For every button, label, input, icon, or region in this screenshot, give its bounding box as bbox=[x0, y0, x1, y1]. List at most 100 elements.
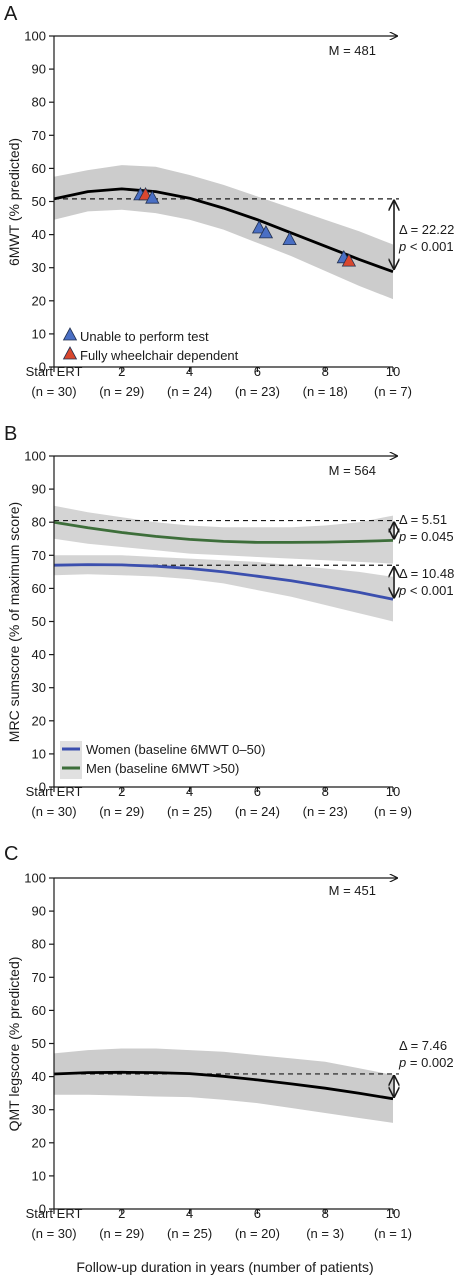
panel-label: C bbox=[4, 843, 18, 865]
m-label: M = 451 bbox=[329, 883, 376, 898]
x-tick-n-label: (n = 29) bbox=[99, 384, 144, 399]
x-tick-label: 6 bbox=[254, 364, 261, 379]
y-tick-label: 40 bbox=[32, 647, 46, 662]
x-tick-n-label: (n = 30) bbox=[31, 1226, 76, 1241]
y-tick-label: 50 bbox=[32, 614, 46, 629]
plot-area bbox=[49, 36, 399, 372]
series-line-1 bbox=[53, 563, 394, 601]
x-tick-label: 8 bbox=[322, 1206, 329, 1221]
x-tick-label: Start ERT bbox=[26, 1206, 83, 1221]
ci-band-1 bbox=[54, 555, 393, 622]
delta-label-men: Δ = 5.51 bbox=[399, 512, 447, 527]
x-tick-n-label: (n = 24) bbox=[167, 384, 212, 399]
p-value: < 0.001 bbox=[410, 583, 454, 598]
x-tick-label: 4 bbox=[186, 1206, 193, 1221]
y-tick-label: 10 bbox=[32, 746, 46, 761]
x-tick-n-label: (n = 1) bbox=[374, 1226, 412, 1241]
m-label: M = 564 bbox=[329, 463, 376, 478]
y-tick-label: 90 bbox=[32, 482, 46, 497]
x-tick-n-label: (n = 23) bbox=[235, 384, 280, 399]
p-value: = 0.002 bbox=[410, 1055, 454, 1070]
x-tick-n-label: (n = 25) bbox=[167, 804, 212, 819]
x-tick-label: 10 bbox=[386, 364, 400, 379]
y-tick-label: 40 bbox=[32, 227, 46, 242]
x-tick-label: 2 bbox=[118, 1206, 125, 1221]
m-label: M = 481 bbox=[329, 43, 376, 58]
x-tick-n-label: (n = 30) bbox=[31, 804, 76, 819]
legend-label-unable: Unable to perform test bbox=[80, 329, 209, 344]
y-tick-label: 70 bbox=[32, 970, 46, 985]
y-tick-label: 60 bbox=[32, 161, 46, 176]
x-tick-label: Start ERT bbox=[26, 784, 83, 799]
y-tick-label: 70 bbox=[32, 128, 46, 143]
series-line-0 bbox=[53, 187, 394, 274]
p-value-label: p = 0.002 bbox=[398, 1055, 454, 1070]
y-axis-title: MRC sumscore (% of maximum score) bbox=[6, 502, 22, 742]
x-tick-label: 6 bbox=[254, 784, 261, 799]
delta-label-women: Δ = 10.48 bbox=[399, 566, 454, 581]
legend-label-men: Men (baseline 6MWT >50) bbox=[86, 761, 239, 776]
y-tick-label: 60 bbox=[32, 581, 46, 596]
legend-label-women: Women (baseline 6MWT 0–50) bbox=[86, 742, 265, 757]
y-tick-label: 80 bbox=[32, 515, 46, 530]
x-tick-n-label: (n = 29) bbox=[99, 1226, 144, 1241]
marker-triangle bbox=[282, 231, 297, 246]
ci-band-0 bbox=[54, 1048, 393, 1123]
x-tick-label: 8 bbox=[322, 364, 329, 379]
p-value: = 0.045 bbox=[410, 529, 454, 544]
marker-triangle bbox=[258, 225, 274, 239]
x-tick-n-label: (n = 30) bbox=[31, 384, 76, 399]
x-tick-label: 6 bbox=[254, 1206, 261, 1221]
p-value-label-women: p < 0.001 bbox=[398, 583, 454, 598]
y-tick-label: 20 bbox=[32, 1135, 46, 1150]
y-tick-label: 100 bbox=[24, 29, 46, 44]
x-tick-n-label: (n = 18) bbox=[303, 384, 348, 399]
y-tick-label: 50 bbox=[32, 194, 46, 209]
y-tick-label: 0 bbox=[39, 1202, 46, 1217]
y-axis-title: QMT legscore (% predicted) bbox=[6, 957, 22, 1132]
x-tick-n-label: (n = 3) bbox=[306, 1226, 344, 1241]
x-tick-n-label: (n = 24) bbox=[235, 804, 280, 819]
y-tick-label: 30 bbox=[32, 1102, 46, 1117]
y-tick-label: 80 bbox=[32, 937, 46, 952]
x-tick-label: 10 bbox=[386, 1206, 400, 1221]
y-tick-label: 0 bbox=[39, 780, 46, 795]
x-tick-n-label: (n = 20) bbox=[235, 1226, 280, 1241]
legend-triangle-wheelchair bbox=[62, 346, 78, 360]
y-tick-label: 90 bbox=[32, 904, 46, 919]
legend-triangle-unable bbox=[62, 327, 78, 341]
y-tick-label: 30 bbox=[32, 680, 46, 695]
panel-label: A bbox=[4, 3, 18, 25]
x-tick-label: 4 bbox=[186, 364, 193, 379]
y-tick-label: 20 bbox=[32, 713, 46, 728]
delta-label: Δ = 22.22 bbox=[399, 222, 454, 237]
x-tick-n-label: (n = 29) bbox=[99, 804, 144, 819]
p-symbol: p bbox=[398, 583, 406, 598]
x-tick-label: 2 bbox=[118, 784, 125, 799]
y-tick-label: 90 bbox=[32, 62, 46, 77]
x-tick-n-label: (n = 7) bbox=[374, 384, 412, 399]
y-tick-label: 10 bbox=[32, 1168, 46, 1183]
p-symbol: p bbox=[398, 529, 406, 544]
y-tick-label: 20 bbox=[32, 293, 46, 308]
marker-triangle bbox=[138, 187, 153, 201]
ci-band-0 bbox=[54, 505, 393, 564]
plot-area bbox=[49, 878, 399, 1214]
p-value: < 0.001 bbox=[410, 239, 454, 254]
x-tick-label: 2 bbox=[118, 364, 125, 379]
y-axis-title: 6MWT (% predicted) bbox=[6, 138, 22, 266]
series-line-0 bbox=[53, 1070, 394, 1101]
y-tick-label: 70 bbox=[32, 548, 46, 563]
x-axis-title: Follow-up duration in years (number of p… bbox=[76, 1259, 373, 1275]
series-line-0 bbox=[53, 520, 394, 544]
x-tick-label: Start ERT bbox=[26, 364, 83, 379]
y-tick-label: 0 bbox=[39, 360, 46, 375]
y-tick-label: 40 bbox=[32, 1069, 46, 1084]
y-tick-label: 100 bbox=[24, 871, 46, 886]
ci-band-0 bbox=[54, 165, 393, 300]
plot-area bbox=[49, 456, 399, 792]
y-tick-label: 60 bbox=[32, 1003, 46, 1018]
x-tick-label: 4 bbox=[186, 784, 193, 799]
x-tick-n-label: (n = 23) bbox=[303, 804, 348, 819]
